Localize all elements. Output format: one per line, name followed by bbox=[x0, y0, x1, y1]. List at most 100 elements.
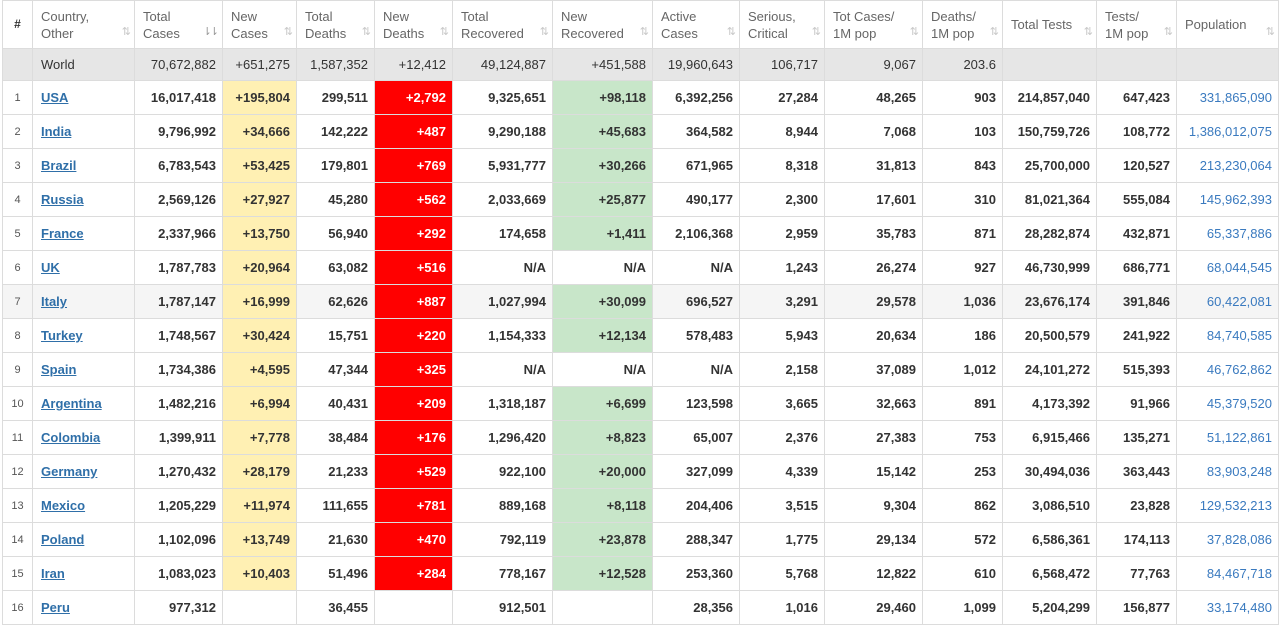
cell-tests-1m: 91,966 bbox=[1096, 386, 1177, 421]
cell-new-recovered: +30,266 bbox=[552, 148, 653, 183]
cell-serious-critical: 3,515 bbox=[739, 488, 825, 523]
cell-new-deaths bbox=[374, 590, 453, 625]
country-link[interactable]: Spain bbox=[41, 362, 77, 377]
cell-active-cases: 204,406 bbox=[652, 488, 740, 523]
sort-icon[interactable]: ⇅ bbox=[121, 26, 131, 38]
cell-new-recovered: +8,823 bbox=[552, 420, 653, 455]
sort-icon[interactable]: ⇅ bbox=[639, 26, 649, 38]
cell-deaths-1m: 927 bbox=[922, 250, 1003, 285]
sort-icon[interactable]: ⇅ bbox=[811, 26, 821, 38]
cell-total-tests: 23,676,174 bbox=[1002, 284, 1097, 319]
cell-active-cases: 19,960,643 bbox=[652, 48, 740, 81]
cell-tests-1m: 174,113 bbox=[1096, 522, 1177, 557]
cell-country: Argentina bbox=[32, 386, 135, 421]
column-header-total-cases[interactable]: Total Cases ⇂⇂ bbox=[134, 0, 223, 49]
sort-icon[interactable]: ⇅ bbox=[361, 26, 371, 38]
cell-total-deaths: 40,431 bbox=[296, 386, 375, 421]
cell-idx: 1 bbox=[2, 80, 33, 115]
country-link[interactable]: Germany bbox=[41, 464, 98, 479]
sort-icon[interactable]: ⇅ bbox=[283, 26, 293, 38]
cell-new-deaths: +781 bbox=[374, 488, 453, 523]
country-link[interactable]: France bbox=[41, 226, 84, 241]
column-header-active-cases[interactable]: Active Cases ⇅ bbox=[652, 0, 740, 49]
country-link[interactable]: Poland bbox=[41, 532, 85, 547]
cell-new-deaths: +516 bbox=[374, 250, 453, 285]
cell-total-tests: 46,730,999 bbox=[1002, 250, 1097, 285]
country-link[interactable]: Turkey bbox=[41, 328, 83, 343]
country-link[interactable]: Colombia bbox=[41, 430, 101, 445]
cell-total-tests bbox=[1002, 48, 1097, 81]
cell-total-cases: 977,312 bbox=[134, 590, 223, 625]
cell-tot-cases-1m: 37,089 bbox=[824, 352, 923, 387]
table-row: 12 Germany 1,270,432 +28,179 21,233 +529 922,1… bbox=[2, 454, 1279, 489]
country-link[interactable]: Peru bbox=[41, 600, 70, 615]
country-link[interactable]: USA bbox=[41, 90, 69, 105]
column-header-total-tests[interactable]: Total Tests ⇅ bbox=[1002, 0, 1097, 49]
column-header-new-cases[interactable]: New Cases ⇅ bbox=[222, 0, 297, 49]
cell-new-deaths: +562 bbox=[374, 182, 453, 217]
cell-tests-1m: 108,772 bbox=[1096, 114, 1177, 149]
cell-deaths-1m: 103 bbox=[922, 114, 1003, 149]
cell-deaths-1m: 1,012 bbox=[922, 352, 1003, 387]
column-header-new-recovered[interactable]: New Recovered ⇅ bbox=[552, 0, 653, 49]
cell-country: Turkey bbox=[32, 318, 135, 353]
sort-icon[interactable]: ⇂⇂ bbox=[202, 26, 220, 38]
sort-icon[interactable]: ⇅ bbox=[726, 26, 736, 38]
cell-new-deaths: +470 bbox=[374, 522, 453, 557]
column-header-population[interactable]: Population ⇅ bbox=[1176, 0, 1279, 49]
cell-country: UK bbox=[32, 250, 135, 285]
country-link[interactable]: UK bbox=[41, 260, 60, 275]
sort-icon[interactable]: ⇅ bbox=[1265, 26, 1275, 38]
sort-icon[interactable]: ⇅ bbox=[539, 26, 549, 38]
sort-icon[interactable]: ⇅ bbox=[989, 26, 999, 38]
cell-new-cases: +30,424 bbox=[222, 318, 297, 353]
country-link[interactable]: Russia bbox=[41, 192, 84, 207]
cell-deaths-1m: 891 bbox=[922, 386, 1003, 421]
column-header-country[interactable]: Country, Other ⇅ bbox=[32, 0, 135, 49]
cell-total-deaths: 21,630 bbox=[296, 522, 375, 557]
column-header-tests-1m[interactable]: Tests/ 1M pop ⇅ bbox=[1096, 0, 1177, 49]
cell-country: Italy bbox=[32, 284, 135, 319]
cell-population bbox=[1176, 48, 1279, 81]
table-row: 5 France 2,337,966 +13,750 56,940 +292 174,658… bbox=[2, 216, 1279, 251]
cell-new-cases: +7,778 bbox=[222, 420, 297, 455]
cell-new-recovered: +30,099 bbox=[552, 284, 653, 319]
cell-serious-critical: 8,944 bbox=[739, 114, 825, 149]
country-link[interactable]: Italy bbox=[41, 294, 68, 309]
cell-total-deaths: 111,655 bbox=[296, 488, 375, 523]
column-header-new-deaths[interactable]: New Deaths ⇅ bbox=[374, 0, 453, 49]
column-header-total-deaths[interactable]: Total Deaths ⇅ bbox=[296, 0, 375, 49]
sort-icon[interactable]: ⇅ bbox=[1083, 26, 1093, 38]
cell-total-recovered: N/A bbox=[452, 250, 553, 285]
country-link[interactable]: Brazil bbox=[41, 158, 77, 173]
cell-tot-cases-1m: 29,578 bbox=[824, 284, 923, 319]
cell-idx: 6 bbox=[2, 250, 33, 285]
country-link[interactable]: India bbox=[41, 124, 72, 139]
table-row: 4 Russia 2,569,126 +27,927 45,280 +562 2,033,6… bbox=[2, 182, 1279, 217]
cell-serious-critical: 27,284 bbox=[739, 80, 825, 115]
cell-total-cases: 16,017,418 bbox=[134, 80, 223, 115]
cell-idx: 11 bbox=[2, 420, 33, 455]
column-header-serious-critical[interactable]: Serious, Critical ⇅ bbox=[739, 0, 825, 49]
cell-new-cases: +195,804 bbox=[222, 80, 297, 115]
cell-total-deaths: 21,233 bbox=[296, 454, 375, 489]
cell-serious-critical: 4,339 bbox=[739, 454, 825, 489]
column-header-tot-cases-1m[interactable]: Tot Cases/ 1M pop ⇅ bbox=[824, 0, 923, 49]
country-link[interactable]: Argentina bbox=[41, 396, 102, 411]
cell-new-cases: +651,275 bbox=[222, 48, 297, 81]
sort-icon[interactable]: ⇅ bbox=[909, 26, 919, 38]
country-link[interactable]: Iran bbox=[41, 566, 65, 581]
column-header-idx[interactable]: # bbox=[2, 0, 33, 49]
cell-total-recovered: 792,119 bbox=[452, 522, 553, 557]
cell-total-deaths: 15,751 bbox=[296, 318, 375, 353]
cell-new-cases: +6,994 bbox=[222, 386, 297, 421]
country-link[interactable]: Mexico bbox=[41, 498, 86, 513]
column-header-total-recovered[interactable]: Total Recovered ⇅ bbox=[452, 0, 553, 49]
cell-deaths-1m: 1,036 bbox=[922, 284, 1003, 319]
cell-serious-critical: 8,318 bbox=[739, 148, 825, 183]
column-header-deaths-1m[interactable]: Deaths/ 1M pop ⇅ bbox=[922, 0, 1003, 49]
sort-icon[interactable]: ⇅ bbox=[439, 26, 449, 38]
sort-icon[interactable]: ⇅ bbox=[1163, 26, 1173, 38]
cell-idx: 7 bbox=[2, 284, 33, 319]
cell-total-tests: 6,586,361 bbox=[1002, 522, 1097, 557]
